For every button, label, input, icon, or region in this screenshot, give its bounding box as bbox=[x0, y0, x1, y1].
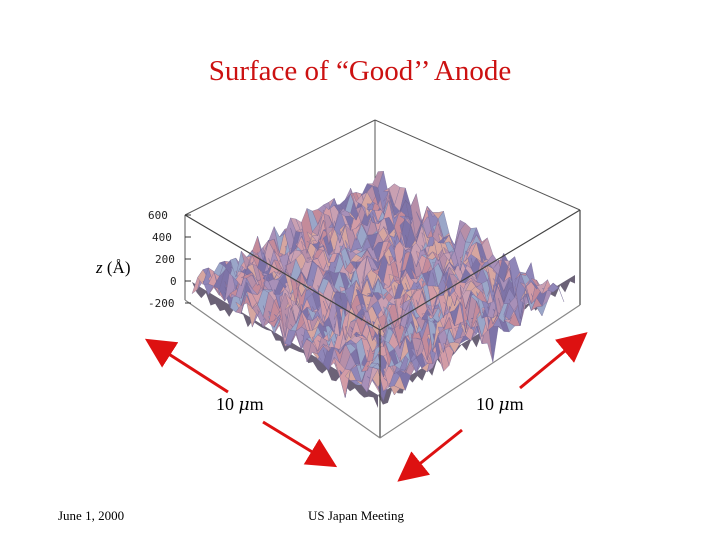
z-tick-label: 200 bbox=[155, 253, 175, 266]
slide-title: Surface of “Good’’ Anode bbox=[208, 55, 512, 87]
bounding-box-front bbox=[184, 209, 581, 439]
z-tick-label: 600 bbox=[148, 209, 168, 222]
z-axis-label: z (Å) bbox=[96, 258, 130, 278]
dimension-arrow-left-front bbox=[262, 420, 338, 468]
dimension-arrow-right-back bbox=[519, 332, 588, 390]
dimension-label-right: 10 μm bbox=[476, 394, 524, 415]
z-tick-label: 0 bbox=[170, 275, 177, 288]
dimension-label-left: 10 μm bbox=[216, 394, 264, 415]
dimension-arrow-right-front bbox=[397, 428, 463, 482]
footer-event: US Japan Meeting bbox=[308, 508, 405, 523]
anode-surface bbox=[191, 170, 575, 408]
dimension-arrow-left-back bbox=[144, 338, 229, 394]
z-axis-ticks: 600 400 200 0 -200 bbox=[148, 209, 191, 310]
z-axis-unit: (Å) bbox=[102, 258, 131, 277]
footer-date: June 1, 2000 bbox=[58, 508, 125, 523]
dimension-arrows bbox=[144, 332, 588, 482]
z-tick-label: -200 bbox=[148, 297, 175, 310]
z-axis-variable: z bbox=[96, 258, 103, 277]
z-tick-label: 400 bbox=[152, 231, 172, 244]
